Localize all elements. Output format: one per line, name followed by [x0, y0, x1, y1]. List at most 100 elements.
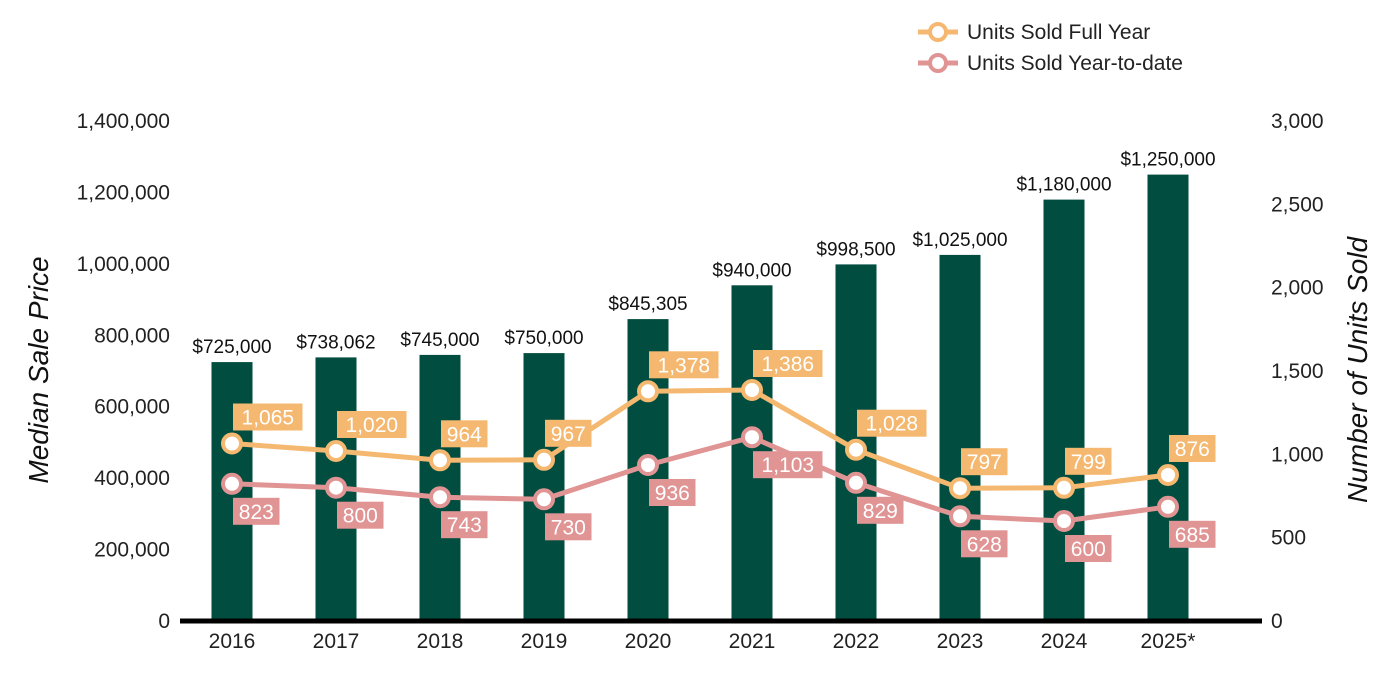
bar-value-label: $738,062	[296, 332, 375, 353]
legend-item-full-year: Units Sold Full Year	[918, 21, 1150, 44]
point-label-box	[233, 403, 303, 431]
point-label-text: 967	[551, 423, 586, 446]
point-label: 600	[1065, 535, 1112, 562]
point-label-text: 876	[1175, 438, 1210, 461]
point-label: 823	[233, 497, 280, 525]
point-label-box	[337, 411, 407, 438]
y-right-axis-title: Number of Units Sold	[1342, 236, 1373, 504]
point-label: 967	[545, 419, 592, 447]
point-label: 1,020	[337, 411, 407, 438]
point-label-box	[233, 497, 280, 525]
point-label-box	[441, 511, 488, 539]
series-point	[429, 486, 451, 509]
series-point	[325, 440, 347, 462]
y-left-tick-label: 800,000	[94, 324, 170, 347]
series-point	[533, 448, 555, 471]
y-right-tick-label: 2,000	[1271, 277, 1324, 300]
y-left-axis-title: Median Sale Price	[23, 256, 54, 483]
y-right-tick-label: 1,500	[1271, 360, 1324, 383]
y-left-tick-label: 600,000	[94, 396, 170, 419]
series-point	[949, 505, 971, 528]
bar	[523, 353, 565, 621]
series-point	[845, 471, 867, 494]
point-label-box	[753, 451, 823, 479]
series-point	[221, 432, 243, 455]
bar-value-label: $940,000	[712, 260, 791, 281]
point-label-text: 743	[447, 514, 482, 537]
axes-layer: 2016 2017 2018 2019 2020 2021 2022 2023 2024 2025…	[77, 110, 1324, 653]
y-right-tick-label: 3,000	[1271, 110, 1324, 133]
series-point	[637, 380, 659, 403]
point-label-text: 799	[1071, 451, 1106, 474]
point-label-box	[753, 350, 823, 377]
point-label-box	[337, 501, 384, 529]
series-point	[221, 472, 243, 495]
point-label-text: 1,028	[866, 413, 919, 436]
point-label: 1,378	[649, 351, 719, 379]
x-tick-label: 2020	[625, 630, 672, 653]
bar	[1147, 174, 1189, 621]
point-label-text: 685	[1175, 524, 1210, 547]
y-right-tick-label: 0	[1271, 610, 1283, 633]
bar-value-label: $745,000	[400, 330, 479, 351]
point-label-box	[545, 419, 592, 447]
point-label-text: 1,386	[762, 353, 815, 376]
point-label: 876	[1169, 435, 1216, 462]
point-label: 628	[961, 530, 1008, 558]
point-label: 797	[961, 448, 1008, 476]
point-label-box	[1169, 520, 1216, 548]
point-label: 685	[1169, 520, 1216, 548]
point-label-box	[961, 448, 1008, 476]
point-labels-layer: 1,065 1,020 964 967 1,378 1,386 1,028 797 799 876…	[233, 350, 1216, 562]
y-right-tick-label: 500	[1271, 527, 1306, 550]
bars-layer: $725,000 $738,062 $745,000 $750,000 $845,305…	[192, 150, 1216, 621]
point-label: 1,386	[753, 350, 823, 377]
legend-label-full-year: Units Sold Full Year	[967, 21, 1150, 44]
point-label-text: 730	[551, 516, 586, 539]
y-left-tick-label: 200,000	[94, 539, 170, 562]
point-label-text: 800	[343, 505, 378, 528]
point-label-text: 797	[967, 451, 1002, 474]
series-point	[1053, 510, 1075, 532]
point-label: 936	[649, 479, 696, 506]
series-point	[429, 449, 451, 472]
point-label-box	[1065, 447, 1112, 475]
point-label: 964	[441, 420, 488, 448]
point-label-box	[545, 513, 592, 541]
x-tick-label: 2021	[729, 630, 776, 653]
series-point	[637, 454, 659, 476]
bar-value-label: $845,305	[608, 294, 687, 315]
bar-value-label: $1,180,000	[1016, 175, 1111, 196]
point-label-box	[1169, 435, 1216, 462]
bar-value-label: $998,500	[816, 239, 895, 260]
legend-label-year-to-date: Units Sold Year-to-date	[967, 52, 1183, 75]
point-label-box	[649, 351, 719, 379]
point-label-box	[1065, 535, 1112, 562]
y-right-tick-label: 1,000	[1271, 443, 1324, 466]
point-label-text: 823	[239, 501, 274, 524]
y-left-tick-label: 400,000	[94, 467, 170, 490]
series-point	[1157, 495, 1179, 518]
point-label-box	[441, 420, 488, 448]
x-tick-label: 2023	[937, 630, 984, 653]
point-label-text: 600	[1071, 538, 1106, 561]
point-label-text: 936	[655, 482, 690, 505]
legend-item-year-to-date: Units Sold Year-to-date	[918, 52, 1183, 75]
x-tick-label: 2018	[417, 630, 464, 653]
y-left-tick-label: 1,200,000	[77, 181, 170, 204]
bar	[939, 254, 981, 621]
point-label-text: 1,020	[346, 414, 399, 437]
series-point	[533, 488, 555, 511]
point-label: 800	[337, 501, 384, 529]
y-left-tick-label: 0	[158, 610, 170, 633]
series-point	[325, 476, 347, 499]
bar-value-label: $725,000	[192, 337, 271, 358]
point-label: 1,103	[753, 451, 823, 479]
x-tick-label: 2025*	[1141, 630, 1196, 653]
x-tick-label: 2024	[1041, 630, 1088, 653]
point-label-text: 964	[447, 423, 482, 446]
bar-value-label: $1,250,000	[1120, 150, 1215, 171]
point-label: 829	[857, 496, 904, 524]
point-label: 743	[441, 511, 488, 539]
